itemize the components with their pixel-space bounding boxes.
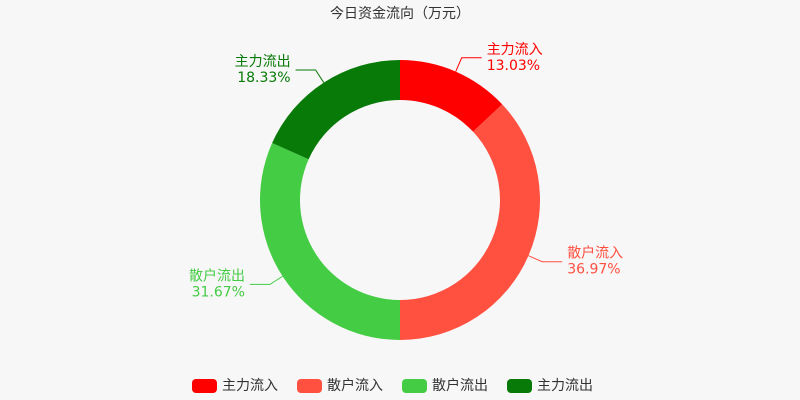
slice-label: 散户流入 bbox=[567, 245, 623, 262]
legend-label: 散户流出 bbox=[432, 377, 488, 394]
slice-label: 主力流入 bbox=[487, 42, 543, 58]
slice-value-label: 36.97% bbox=[567, 262, 620, 278]
leader-line bbox=[295, 69, 325, 83]
donut-slice bbox=[400, 104, 540, 340]
donut-slice bbox=[260, 143, 400, 340]
slice-value-label: 13.03% bbox=[487, 58, 540, 74]
legend-swatch bbox=[402, 379, 427, 393]
legend-label: 主力流入 bbox=[222, 378, 278, 394]
legend-label: 散户流入 bbox=[327, 377, 383, 394]
leader-line bbox=[249, 275, 283, 285]
donut-slice bbox=[272, 60, 400, 160]
donut-slice bbox=[400, 60, 503, 132]
leader-line bbox=[455, 57, 482, 72]
slice-label: 散户流出 bbox=[189, 267, 245, 284]
legend-swatch bbox=[192, 379, 217, 393]
legend-label: 主力流出 bbox=[537, 378, 593, 394]
leader-line bbox=[528, 255, 563, 263]
legend-swatch bbox=[507, 379, 532, 393]
chart-title: 今日资金流向（万元） bbox=[330, 6, 470, 22]
slice-label: 主力流出 bbox=[235, 54, 291, 70]
slice-value-label: 31.67% bbox=[192, 284, 245, 300]
slice-value-label: 18.33% bbox=[237, 70, 290, 86]
legend-swatch bbox=[297, 379, 322, 393]
